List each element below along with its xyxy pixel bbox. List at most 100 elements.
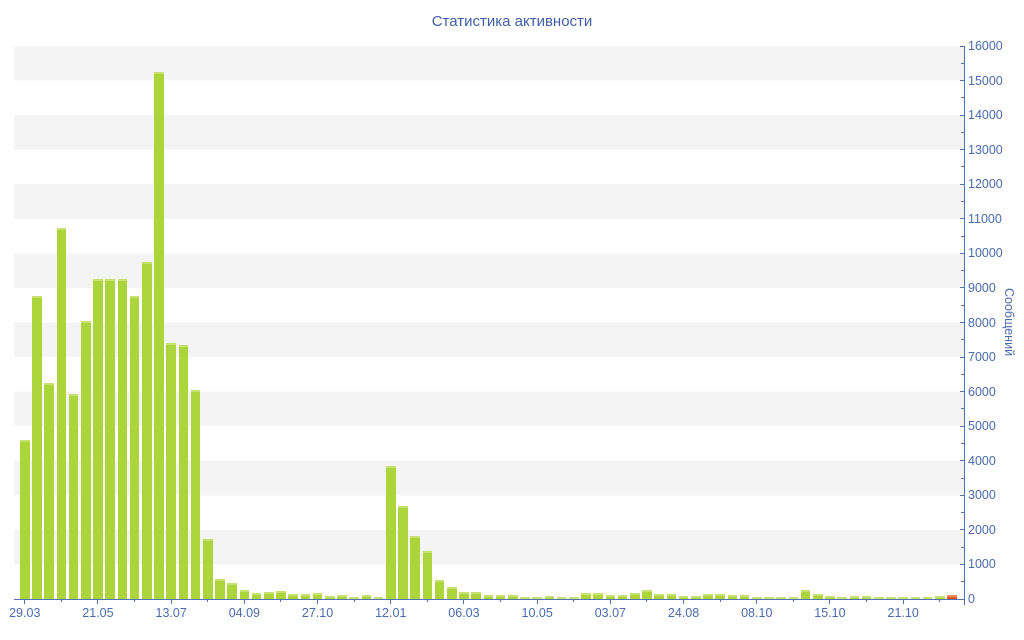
bar[interactable] xyxy=(398,506,408,599)
bar[interactable] xyxy=(239,590,250,599)
bar[interactable] xyxy=(532,597,542,599)
bar[interactable] xyxy=(849,596,860,599)
bar[interactable] xyxy=(935,596,945,599)
bar[interactable] xyxy=(422,551,433,599)
bar[interactable] xyxy=(337,595,347,599)
bar[interactable] xyxy=(32,296,42,599)
bar[interactable] xyxy=(910,597,921,599)
bar[interactable] xyxy=(630,593,640,599)
bar[interactable] xyxy=(410,536,420,599)
y-axis-line xyxy=(964,46,965,605)
bar[interactable] xyxy=(56,228,67,599)
bar[interactable] xyxy=(471,592,481,599)
bar[interactable] xyxy=(227,583,237,599)
bar[interactable] xyxy=(44,383,54,599)
bar[interactable] xyxy=(361,595,372,599)
y-major-tick xyxy=(960,45,964,47)
bar[interactable] xyxy=(288,594,298,599)
bar[interactable] xyxy=(764,597,774,599)
bar[interactable] xyxy=(922,597,933,599)
bar[interactable] xyxy=(373,597,384,599)
bar[interactable] xyxy=(264,592,274,599)
bar[interactable] xyxy=(569,597,579,599)
bar[interactable] xyxy=(581,593,591,599)
x-major-tick xyxy=(170,599,172,604)
bar[interactable] xyxy=(691,596,701,599)
bar[interactable] xyxy=(203,539,213,599)
bar[interactable] xyxy=(898,597,908,599)
bar[interactable] xyxy=(251,593,262,599)
y-major-tick xyxy=(960,80,964,82)
bar[interactable] xyxy=(117,279,128,599)
bar[interactable] xyxy=(483,595,494,599)
bar[interactable] xyxy=(678,596,689,599)
bar[interactable] xyxy=(520,597,530,599)
bar[interactable] xyxy=(739,595,750,599)
bar[interactable] xyxy=(459,592,469,599)
bar[interactable] xyxy=(20,440,30,599)
bar[interactable] xyxy=(605,595,616,599)
bar[interactable] xyxy=(617,595,628,599)
bar[interactable] xyxy=(300,594,311,599)
bar[interactable] xyxy=(190,390,201,599)
bar[interactable] xyxy=(874,597,884,599)
bar[interactable] xyxy=(727,595,738,599)
x-minor-tick xyxy=(280,599,282,602)
bar[interactable] xyxy=(447,587,457,599)
bar[interactable] xyxy=(654,594,664,599)
x-major-tick xyxy=(317,599,319,604)
bar[interactable] xyxy=(861,596,872,599)
y-tick-label: 13000 xyxy=(968,142,1003,157)
y-tick-label: 1000 xyxy=(968,557,996,572)
y-tick-label: 16000 xyxy=(968,39,1003,53)
bar[interactable] xyxy=(105,279,115,599)
y-tick-label: 8000 xyxy=(968,315,996,330)
bar[interactable] xyxy=(154,72,164,599)
bar[interactable] xyxy=(813,594,823,599)
bar[interactable] xyxy=(495,595,506,599)
bar[interactable] xyxy=(142,262,152,599)
bar[interactable] xyxy=(434,580,445,599)
bar[interactable] xyxy=(703,594,713,599)
chart-title: Статистика активности xyxy=(431,13,593,30)
y-tick-label: 12000 xyxy=(968,177,1003,192)
y-tick-label: 14000 xyxy=(968,108,1003,123)
bar[interactable] xyxy=(68,394,79,599)
bar[interactable] xyxy=(325,596,335,599)
bar-highlighted[interactable] xyxy=(947,595,957,599)
bar[interactable] xyxy=(837,597,847,599)
x-minor-tick xyxy=(353,599,355,602)
bar[interactable] xyxy=(642,590,652,599)
y-tick-label: 11000 xyxy=(968,211,1002,226)
bar[interactable] xyxy=(129,296,140,599)
bar[interactable] xyxy=(215,579,225,599)
bar[interactable] xyxy=(666,594,677,599)
bar[interactable] xyxy=(312,593,323,599)
bar[interactable] xyxy=(715,594,725,599)
bar[interactable] xyxy=(276,591,286,599)
y-minor-tick xyxy=(961,97,964,99)
y-major-tick xyxy=(960,529,964,531)
bar[interactable] xyxy=(81,321,91,599)
bar[interactable] xyxy=(556,597,567,599)
bar[interactable] xyxy=(508,595,518,599)
bar[interactable] xyxy=(386,466,396,599)
y-major-tick xyxy=(960,563,964,565)
y-minor-tick xyxy=(961,62,964,64)
x-minor-tick xyxy=(646,599,648,602)
bar[interactable] xyxy=(825,596,835,599)
x-major-tick xyxy=(97,599,99,604)
bar[interactable] xyxy=(800,590,811,599)
bar[interactable] xyxy=(776,597,786,599)
y-major-tick xyxy=(960,114,964,116)
bar[interactable] xyxy=(544,596,555,599)
bar[interactable] xyxy=(593,593,603,599)
bar[interactable] xyxy=(93,279,103,599)
y-minor-tick xyxy=(961,270,964,272)
bar[interactable] xyxy=(752,597,762,599)
bar[interactable] xyxy=(349,597,359,599)
bar[interactable] xyxy=(166,343,176,599)
bar[interactable] xyxy=(886,597,896,599)
bar[interactable] xyxy=(178,345,189,599)
bar[interactable] xyxy=(788,597,799,599)
